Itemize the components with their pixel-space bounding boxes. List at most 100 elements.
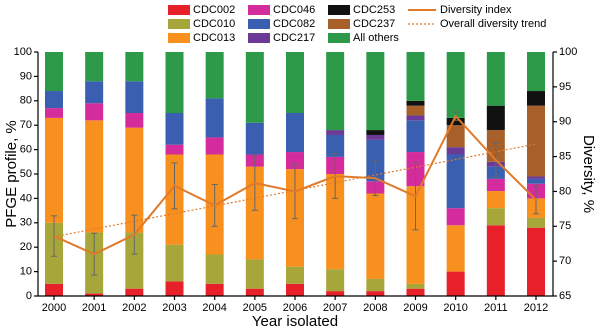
bar-segment bbox=[366, 134, 385, 140]
bar-segment bbox=[205, 283, 224, 296]
legend-label: CDC253 bbox=[353, 4, 395, 16]
bar-segment bbox=[45, 91, 63, 109]
bar-segment bbox=[85, 103, 104, 121]
legend-swatch bbox=[328, 5, 350, 15]
bar-segment bbox=[125, 52, 144, 82]
y2-tick-label: 85 bbox=[559, 150, 571, 162]
bar-segment bbox=[366, 278, 385, 292]
bar-segment bbox=[45, 52, 63, 92]
bar-segment bbox=[85, 81, 104, 104]
legend-label: Overall diversity trend bbox=[440, 18, 546, 30]
x-tick-label: 2008 bbox=[363, 302, 387, 314]
bar-segment bbox=[406, 52, 425, 101]
bar-segment bbox=[85, 293, 104, 296]
bar-segment bbox=[486, 208, 505, 226]
legend-swatch bbox=[328, 33, 350, 43]
bar-segment bbox=[326, 291, 345, 296]
bar-segment bbox=[286, 113, 304, 153]
bar-segment bbox=[326, 134, 345, 157]
bar-segment bbox=[85, 120, 104, 233]
bar-segment bbox=[125, 81, 144, 113]
x-axis-title: Year isolated bbox=[252, 313, 338, 330]
y-tick-label: 80 bbox=[20, 95, 32, 107]
diversity-line bbox=[53, 114, 537, 256]
bar-segment bbox=[205, 137, 224, 155]
bar-segment bbox=[326, 174, 345, 270]
bar-segment bbox=[205, 52, 224, 99]
bar-segment bbox=[165, 244, 184, 282]
bar-segment bbox=[446, 208, 465, 226]
bar-segment bbox=[527, 91, 545, 106]
legend-label: Diversity index bbox=[440, 4, 512, 16]
x-tick-label: 2000 bbox=[42, 302, 66, 314]
bar-segment bbox=[45, 117, 63, 223]
bar-segment bbox=[486, 225, 505, 296]
bar-segment bbox=[366, 291, 385, 296]
x-tick-label: 2011 bbox=[484, 302, 508, 314]
bar-segment bbox=[245, 166, 264, 260]
x-tick-label: 2002 bbox=[122, 302, 146, 314]
bar-segment bbox=[245, 122, 264, 155]
bar-segment bbox=[165, 113, 184, 145]
y-tick-label: 70 bbox=[20, 119, 32, 131]
y-tick-label: 100 bbox=[14, 46, 32, 58]
y2-tick-label: 95 bbox=[559, 81, 571, 93]
x-tick-label: 2004 bbox=[202, 302, 226, 314]
bar-segment bbox=[406, 115, 425, 121]
bar-segment bbox=[366, 52, 385, 131]
bar-segment bbox=[45, 283, 63, 296]
x-tick-label: 2005 bbox=[243, 302, 267, 314]
bar-segment bbox=[446, 117, 465, 126]
legend-label: CDC217 bbox=[273, 32, 315, 44]
y-tick-label: 10 bbox=[20, 266, 32, 278]
bar-segment bbox=[366, 130, 385, 135]
bar-segment bbox=[165, 144, 184, 155]
legend-swatch bbox=[168, 19, 190, 29]
y-tick-label: 60 bbox=[20, 144, 32, 156]
y2-axis-title: Diversity, % bbox=[580, 135, 597, 213]
bar-segment bbox=[125, 113, 144, 128]
bar-segment bbox=[165, 281, 184, 296]
bar-segment bbox=[446, 154, 465, 209]
bar-segment bbox=[245, 52, 264, 123]
y-tick-label: 0 bbox=[26, 290, 32, 302]
bar-segment bbox=[245, 259, 264, 289]
x-tick-label: 2010 bbox=[443, 302, 467, 314]
y-tick-label: 20 bbox=[20, 241, 32, 253]
bar-segment bbox=[527, 227, 545, 296]
legend-label: CDC010 bbox=[193, 18, 235, 30]
legend-label: All others bbox=[353, 32, 399, 44]
y2-tick-label: 70 bbox=[559, 255, 571, 267]
bar-segment bbox=[527, 178, 545, 184]
bar-segment bbox=[245, 288, 264, 296]
bar-segment bbox=[527, 176, 545, 179]
bar-segment bbox=[125, 232, 144, 289]
bar-segment bbox=[486, 191, 505, 209]
x-tick-label: 2009 bbox=[403, 302, 427, 314]
x-tick-label: 2007 bbox=[323, 302, 347, 314]
bar-segment bbox=[446, 147, 465, 155]
legend-label: CDC046 bbox=[273, 4, 315, 16]
bar-segment bbox=[45, 108, 63, 118]
bar-segment bbox=[446, 125, 465, 148]
bar-segment bbox=[406, 100, 425, 106]
legend-swatch bbox=[328, 19, 350, 29]
bar-segment bbox=[446, 52, 465, 118]
bar-segment bbox=[486, 105, 505, 131]
x-tick-label: 2003 bbox=[162, 302, 186, 314]
y2-tick-label: 100 bbox=[559, 46, 577, 58]
y-tick-label: 30 bbox=[20, 217, 32, 229]
bar-segment bbox=[286, 52, 304, 113]
bar-segment bbox=[486, 52, 505, 106]
legend-swatch bbox=[248, 19, 270, 29]
bar-segment bbox=[205, 254, 224, 284]
y2-tick-label: 90 bbox=[559, 116, 571, 128]
bar-segment bbox=[406, 120, 425, 153]
bar-segment bbox=[486, 178, 505, 192]
legend-swatch bbox=[248, 5, 270, 15]
legend-label: CDC082 bbox=[273, 18, 315, 30]
bar-segment bbox=[527, 217, 545, 228]
bar-segment bbox=[366, 193, 385, 279]
bar-segment bbox=[326, 52, 345, 131]
